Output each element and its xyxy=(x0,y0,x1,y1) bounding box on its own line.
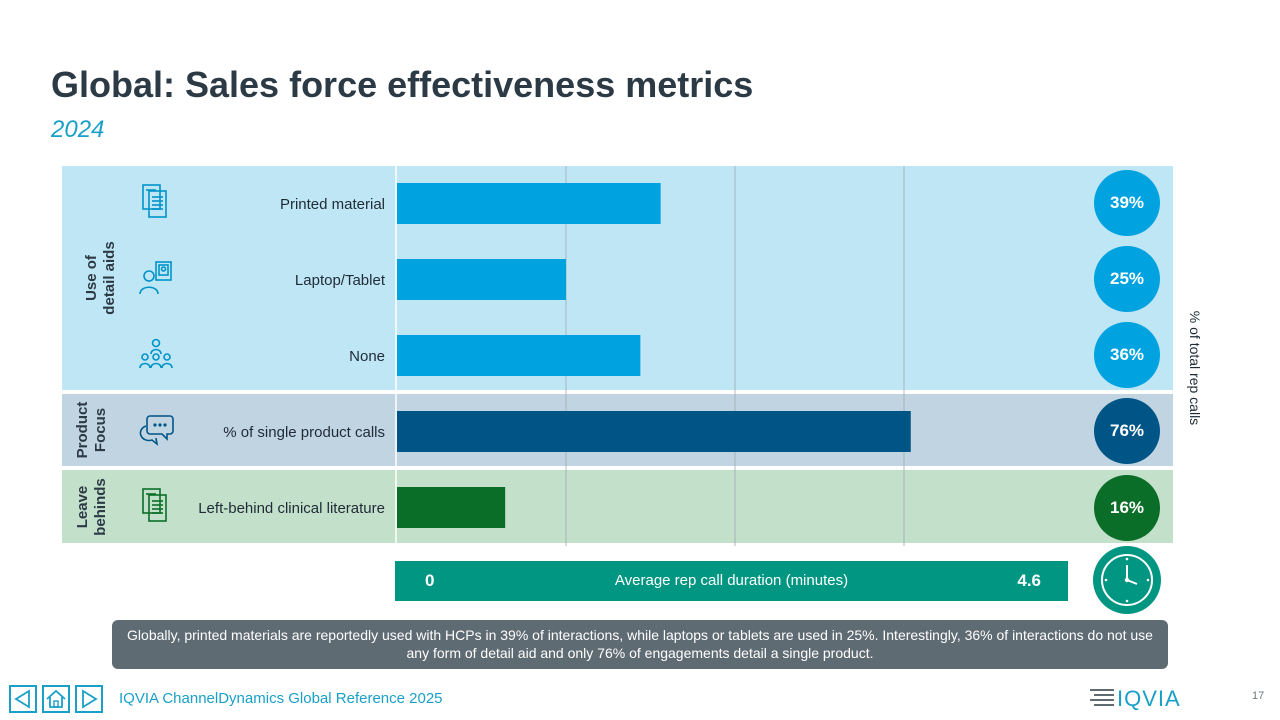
chat-bubbles-icon xyxy=(139,415,174,446)
logo-text: IQVIA xyxy=(1117,686,1181,710)
home-icon xyxy=(46,689,66,708)
leave-behinds-band xyxy=(62,470,1173,543)
home-button[interactable] xyxy=(42,685,70,713)
category-label: Left-behind clinical literature xyxy=(198,500,385,517)
person-tablet-icon xyxy=(139,261,172,295)
category-label: Laptop/Tablet xyxy=(294,272,385,289)
iqvia-logo: IQVIA xyxy=(1090,686,1181,710)
document-stack-icon xyxy=(142,184,167,218)
y-axis-label: % of total rep calls xyxy=(1187,310,1203,426)
next-slide-button[interactable] xyxy=(75,685,103,713)
page-number: 17 xyxy=(1252,690,1265,702)
duration-value: 4.6 xyxy=(1017,571,1041,590)
triangle-right-icon xyxy=(82,689,98,709)
category-label: % of single product calls xyxy=(223,424,385,441)
category-label: Printed material xyxy=(279,196,385,213)
footer-source: IQVIA ChannelDynamics Global Reference 2… xyxy=(119,690,443,707)
document-check-icon xyxy=(142,488,167,522)
duration-label: Average rep call duration (minutes) xyxy=(614,572,849,589)
value-label: 39% xyxy=(1094,170,1160,236)
value-label: 76% xyxy=(1094,398,1160,464)
category-label: None xyxy=(349,348,385,365)
detail-aids-band xyxy=(62,166,1173,390)
average-duration-bar: 0 Average rep call duration (minutes) 4.… xyxy=(395,561,1068,601)
value-label: 25% xyxy=(1094,246,1160,312)
group-label-leave-behinds: Leave behinds xyxy=(74,478,109,536)
triangle-left-icon xyxy=(14,689,30,709)
value-label: 36% xyxy=(1094,322,1160,388)
group-label-detail-aids: Use of detail aids xyxy=(83,241,118,315)
page-subtitle: 2024 xyxy=(51,116,105,143)
page-title: Global: Sales force effectiveness metric… xyxy=(51,64,754,105)
summary-note: Globally, printed materials are reported… xyxy=(112,620,1168,669)
value-label: 16% xyxy=(1094,475,1160,541)
group-people-icon xyxy=(139,338,173,369)
clock-icon xyxy=(1093,546,1161,614)
previous-slide-button[interactable] xyxy=(9,685,37,713)
duration-min: 0 xyxy=(425,571,435,590)
